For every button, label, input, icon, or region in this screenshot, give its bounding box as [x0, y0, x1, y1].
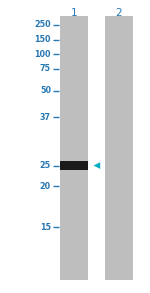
Text: 50: 50	[40, 86, 51, 95]
Text: 1: 1	[70, 8, 77, 18]
Text: 75: 75	[40, 64, 51, 73]
Text: 37: 37	[40, 113, 51, 122]
Text: 150: 150	[34, 35, 51, 44]
Text: 2: 2	[116, 8, 122, 18]
Bar	[105, 16, 133, 280]
Text: 20: 20	[40, 182, 51, 190]
Text: 100: 100	[34, 50, 51, 59]
Bar	[60, 161, 88, 170]
Bar	[60, 16, 88, 280]
Text: 15: 15	[40, 223, 51, 231]
Text: 250: 250	[34, 21, 51, 29]
Text: 25: 25	[40, 161, 51, 170]
